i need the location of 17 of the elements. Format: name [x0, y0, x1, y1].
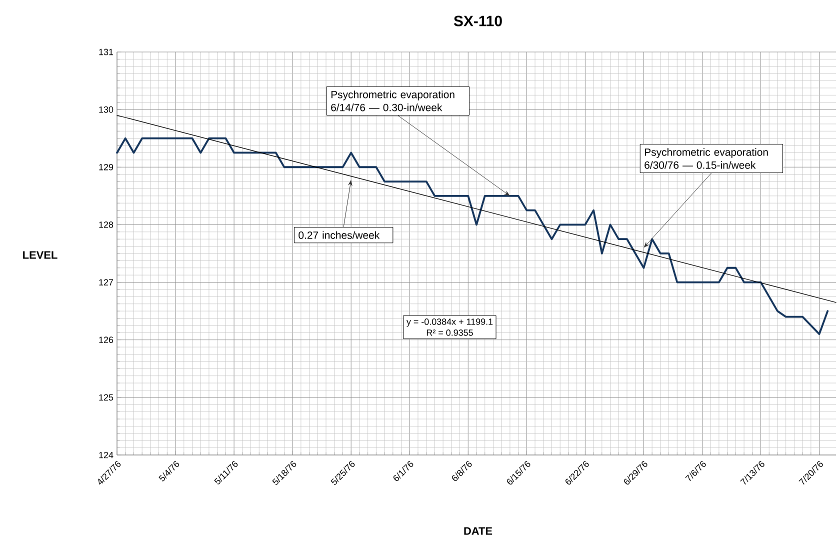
chart-title: SX-110 [454, 16, 502, 26]
y-tick-label: 128 [99, 222, 114, 228]
annotation: R² = 0.9355 [426, 329, 473, 336]
y-tick-label: 129 [99, 164, 114, 170]
y-tick-label: 131 [99, 48, 114, 56]
annotation: Psychrometric evaporation 6/14/76 — 0.30-in/week [331, 90, 454, 112]
y-axis-title: LEVEL [23, 251, 58, 259]
annotation: 0.27 inches/week [298, 231, 380, 239]
line-series [116, 137, 829, 336]
annotation: y = -0.0384x + 1199.1 [406, 318, 493, 327]
y-tick-label: 124 [99, 452, 114, 458]
y-tick-label: 126 [99, 336, 114, 344]
y-tick-label: 125 [99, 394, 114, 401]
x-axis-title: DATE [464, 527, 492, 535]
y-tick-label: 127 [99, 279, 114, 286]
annotation: Psychrometric evaporation 6/30/76 — 0.15-in/week [644, 148, 768, 169]
y-tick-label: 130 [99, 106, 114, 113]
